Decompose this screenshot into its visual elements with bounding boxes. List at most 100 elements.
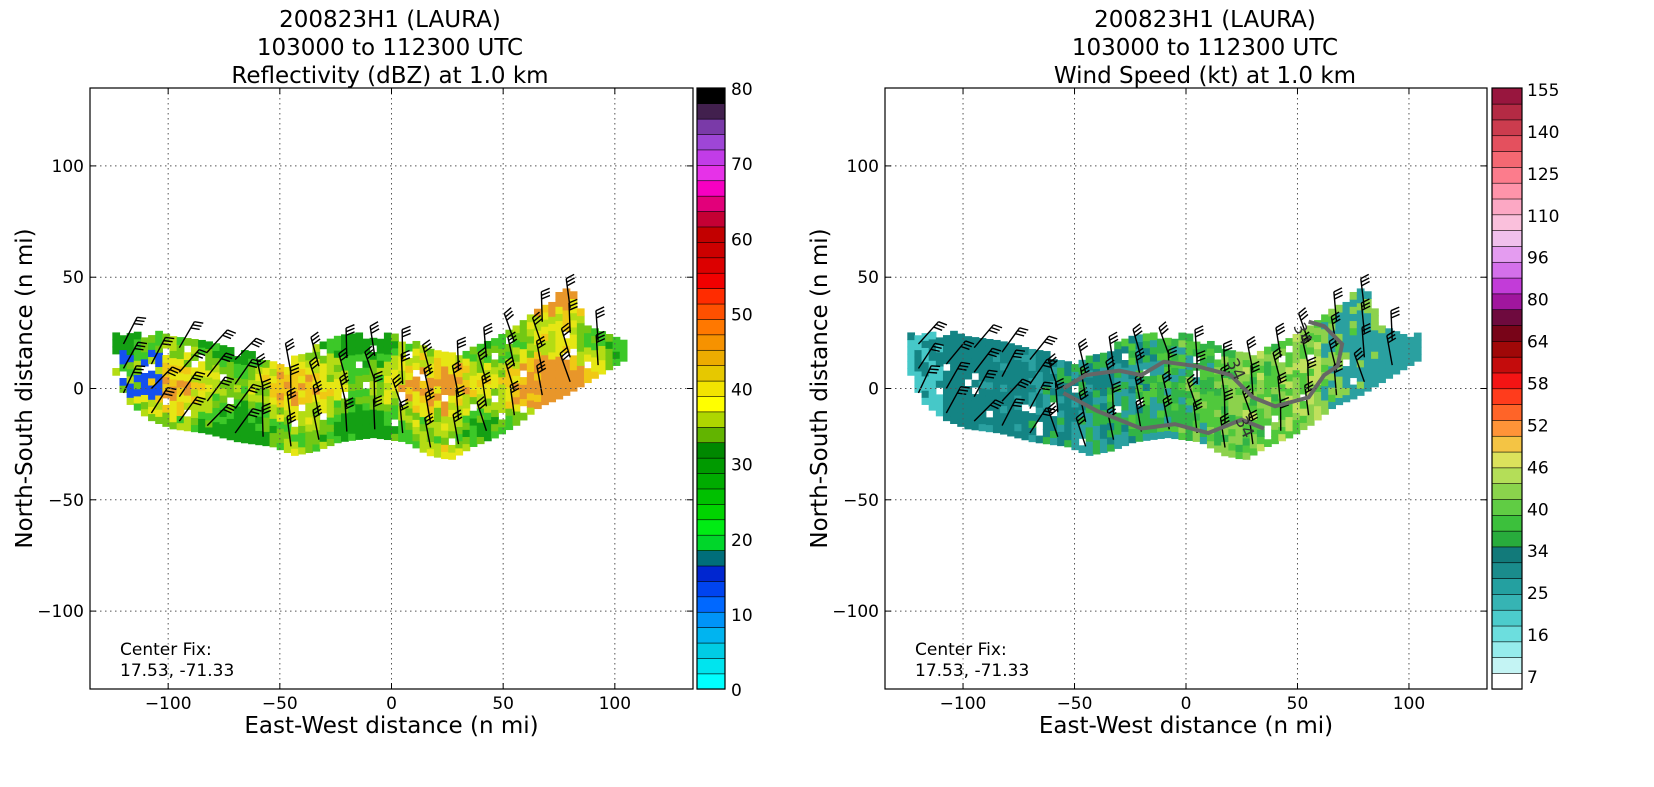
wind-speed-field-cell [1313,412,1322,421]
reflectivity-wind-barb [178,321,204,349]
wind-speed-field-cell [1328,308,1336,317]
reflectivity-field-cell [169,336,178,344]
wind-speed-field-cell [1114,391,1122,400]
reflectivity-field-cell [269,432,278,441]
wind-speed-field-cell [1342,330,1351,339]
reflectivity-field-cell [519,355,528,364]
reflectivity-colorbar-swatch [696,550,726,567]
reflectivity-field-cell [291,405,299,414]
reflectivity-colorbar-swatch [696,257,726,274]
reflectivity-field-cell [519,398,528,407]
reflectivity-field-cell [248,365,256,374]
wind-speed-field-cell [1078,359,1087,368]
reflectivity-field-cell [248,436,256,445]
wind-speed-field-cell [1221,348,1229,357]
wind-speed-field-cell [1157,402,1165,411]
reflectivity-field-cell [483,348,492,356]
reflectivity-field-cell [619,353,628,362]
wind-speed-field-cell [1328,358,1336,367]
reflectivity-field-cell [198,404,206,412]
reflectivity-colorbar-swatch [696,334,726,351]
reflectivity-field-cell [276,413,285,422]
reflectivity-colorbar-swatch [696,472,726,490]
wind-speed-field-cell [1378,353,1386,362]
wind-speed-colorbar-swatch [1491,87,1523,105]
wind-speed-colorbar-swatch [1491,546,1523,564]
reflectivity-field-cell [533,315,542,324]
wind-speed-field-cell [1092,354,1101,362]
wind-speed-field-cell [1178,368,1187,376]
reflectivity-field-cell [305,445,314,454]
wind-speed-field-cell [1385,335,1394,344]
reflectivity-field-cell [190,417,199,426]
wind-speed-field-cell [1256,400,1265,409]
reflectivity-field-cell [533,358,542,367]
reflectivity-field-cell [326,360,335,368]
reflectivity-field-cell [326,381,335,390]
reflectivity-field-cell [205,426,213,435]
reflectivity-wind-barb [284,338,295,374]
wind-speed-field-cell [1085,391,1094,399]
wind-speed-field-cell [1349,313,1358,322]
reflectivity-field-cell [433,378,442,387]
reflectivity-field-cell [219,395,228,403]
reflectivity-field-cell [584,332,592,341]
reflectivity-field-cell [162,404,171,413]
reflectivity-field-cell [148,349,156,358]
wind-speed-field-cell [1099,423,1108,432]
reflectivity-field-cell [505,422,514,431]
wind-speed-field-cell [1206,383,1215,392]
reflectivity-field-cell [491,345,499,353]
reflectivity-colorbar-swatch [696,241,726,259]
reflectivity-field-cell [598,338,607,347]
reflectivity-field-cell [455,412,464,420]
reflectivity-wind-barb [483,322,493,358]
reflectivity-wind-barb [595,306,605,341]
wind-speed-field-cell [1057,367,1065,375]
wind-speed-field-cell [942,384,951,393]
wind-speed-colorbar-label: 155 [1527,81,1559,101]
reflectivity-field-cell [419,444,428,453]
reflectivity-field-cell [455,419,464,428]
reflectivity-xtick-label: 100 [599,694,631,714]
wind-speed-field-cell [1342,351,1351,360]
reflectivity-field-cell [412,412,421,420]
reflectivity-field-cell [140,380,149,388]
wind-speed-field-cell [1242,359,1251,368]
reflectivity-field-cell [476,415,485,423]
wind-speed-field-cell [1099,395,1108,404]
reflectivity-field-cell [555,299,564,307]
wind-speed-field-cell [1285,366,1294,375]
wind-speed-field-cell [1335,368,1344,377]
reflectivity-field-cell [276,399,285,408]
wind-speed-field-cell [1199,358,1208,366]
wind-speed-field-cell [1057,395,1065,404]
reflectivity-colorbar-swatch [696,226,726,243]
wind-speed-field-cell [964,357,973,366]
reflectivity-field-cell [276,421,285,429]
reflectivity-field-cell [155,402,163,410]
reflectivity-field-cell [155,359,163,368]
reflectivity-field-cell [498,426,506,435]
reflectivity-field-cell [426,398,435,407]
reflectivity-field-cell [176,379,185,388]
reflectivity-field-cell [448,366,456,375]
reflectivity-field-cell [126,397,135,405]
wind-speed-field-cell [957,404,965,413]
wind-speed-field-cell [992,339,1001,348]
wind-speed-field-cell [1171,409,1180,418]
wind-speed-xlabel: East-West distance (n mi) [1039,713,1333,739]
wind-speed-wind-barb [1001,349,1026,377]
wind-speed-field-cell [1228,357,1237,366]
wind-speed-field-cell [1385,349,1394,358]
wind-speed-field-cell [1399,355,1408,364]
reflectivity-field-cell [426,355,435,364]
wind-speed-field-cell [1363,362,1372,371]
reflectivity-field-cell [198,418,206,427]
wind-speed-field-cell [1107,372,1115,381]
wind-speed-field-cell [1071,399,1080,408]
wind-speed-field-cell [957,347,965,356]
wind-speed-field-cell [1114,384,1122,392]
wind-speed-field-cell [1342,373,1351,381]
reflectivity-field-cell [140,394,149,403]
